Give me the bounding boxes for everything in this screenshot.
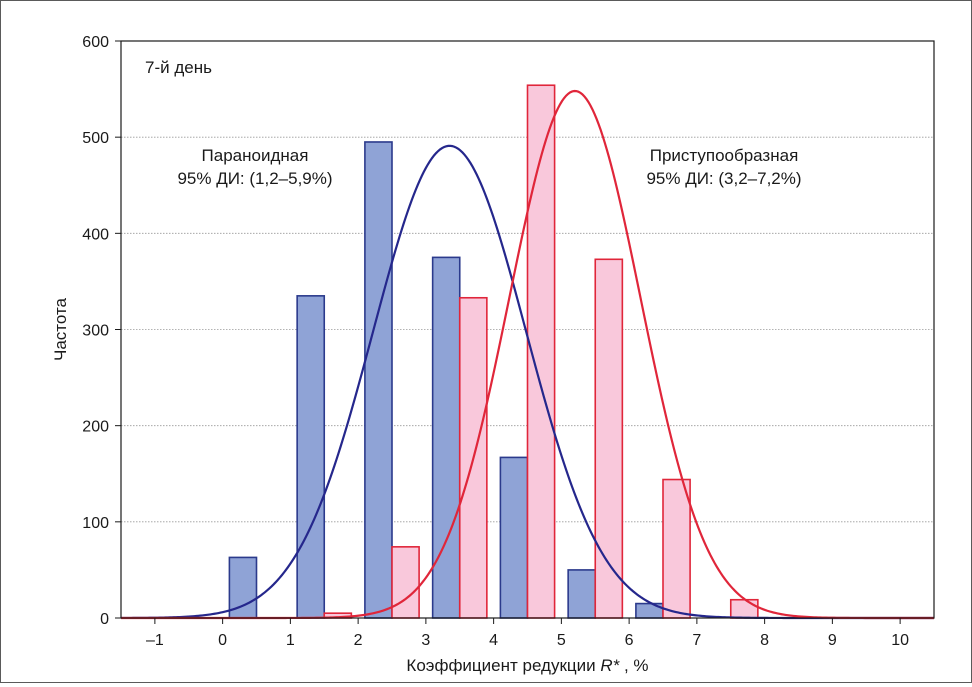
x-tick-label: 6 xyxy=(625,632,634,649)
y-tick-label: 200 xyxy=(82,419,109,436)
bar-paranoid xyxy=(567,569,597,619)
bar-paroxysmal xyxy=(594,258,624,619)
bar-paranoid xyxy=(364,141,393,619)
x-tick-label: 2 xyxy=(354,632,363,649)
x-tick-label: 0 xyxy=(218,632,227,649)
y-tick-label: 500 xyxy=(82,130,109,147)
y-tick-label: 600 xyxy=(82,34,109,51)
y-axis-title: Частота xyxy=(51,297,70,361)
y-tick-label: 300 xyxy=(82,323,109,340)
bar-paranoid xyxy=(431,256,461,619)
bar-paranoid xyxy=(499,456,529,619)
x-tick-label: 5 xyxy=(557,632,566,649)
paroxysmal-label: Приступообразная xyxy=(650,146,799,165)
x-tick-label: 10 xyxy=(891,632,909,649)
day-annotation: 7-й день xyxy=(145,58,212,77)
x-tick-label: 9 xyxy=(828,632,837,649)
y-tick-label: 0 xyxy=(100,611,109,628)
bar-paranoid xyxy=(228,556,258,619)
x-tick-label: 8 xyxy=(760,632,769,649)
y-tick-label: 100 xyxy=(82,515,109,532)
bar-paroxysmal xyxy=(391,546,420,619)
paroxysmal-ci-label: 95% ДИ: (3,2–7,2%) xyxy=(646,169,801,188)
bar-paranoid xyxy=(296,295,326,619)
bar-paroxysmal xyxy=(729,598,759,619)
x-tick-label: 7 xyxy=(692,632,701,649)
x-tick-label: –1 xyxy=(146,632,164,649)
bars xyxy=(228,84,759,619)
bar-paroxysmal xyxy=(526,84,556,619)
x-tick-label: 1 xyxy=(286,632,295,649)
x-axis-title: Коэффициент редукции R* , % xyxy=(406,656,648,675)
y-tick-label: 400 xyxy=(82,226,109,243)
x-tick-label: 3 xyxy=(421,632,430,649)
bar-paroxysmal xyxy=(662,478,691,619)
paranoid-ci-label: 95% ДИ: (1,2–5,9%) xyxy=(177,169,332,188)
paranoid-label: Параноидная xyxy=(202,146,309,165)
labels: Коэффициент редукции R* , % Частота 7-й де… xyxy=(51,58,802,675)
x-tick-label: 4 xyxy=(489,632,498,649)
